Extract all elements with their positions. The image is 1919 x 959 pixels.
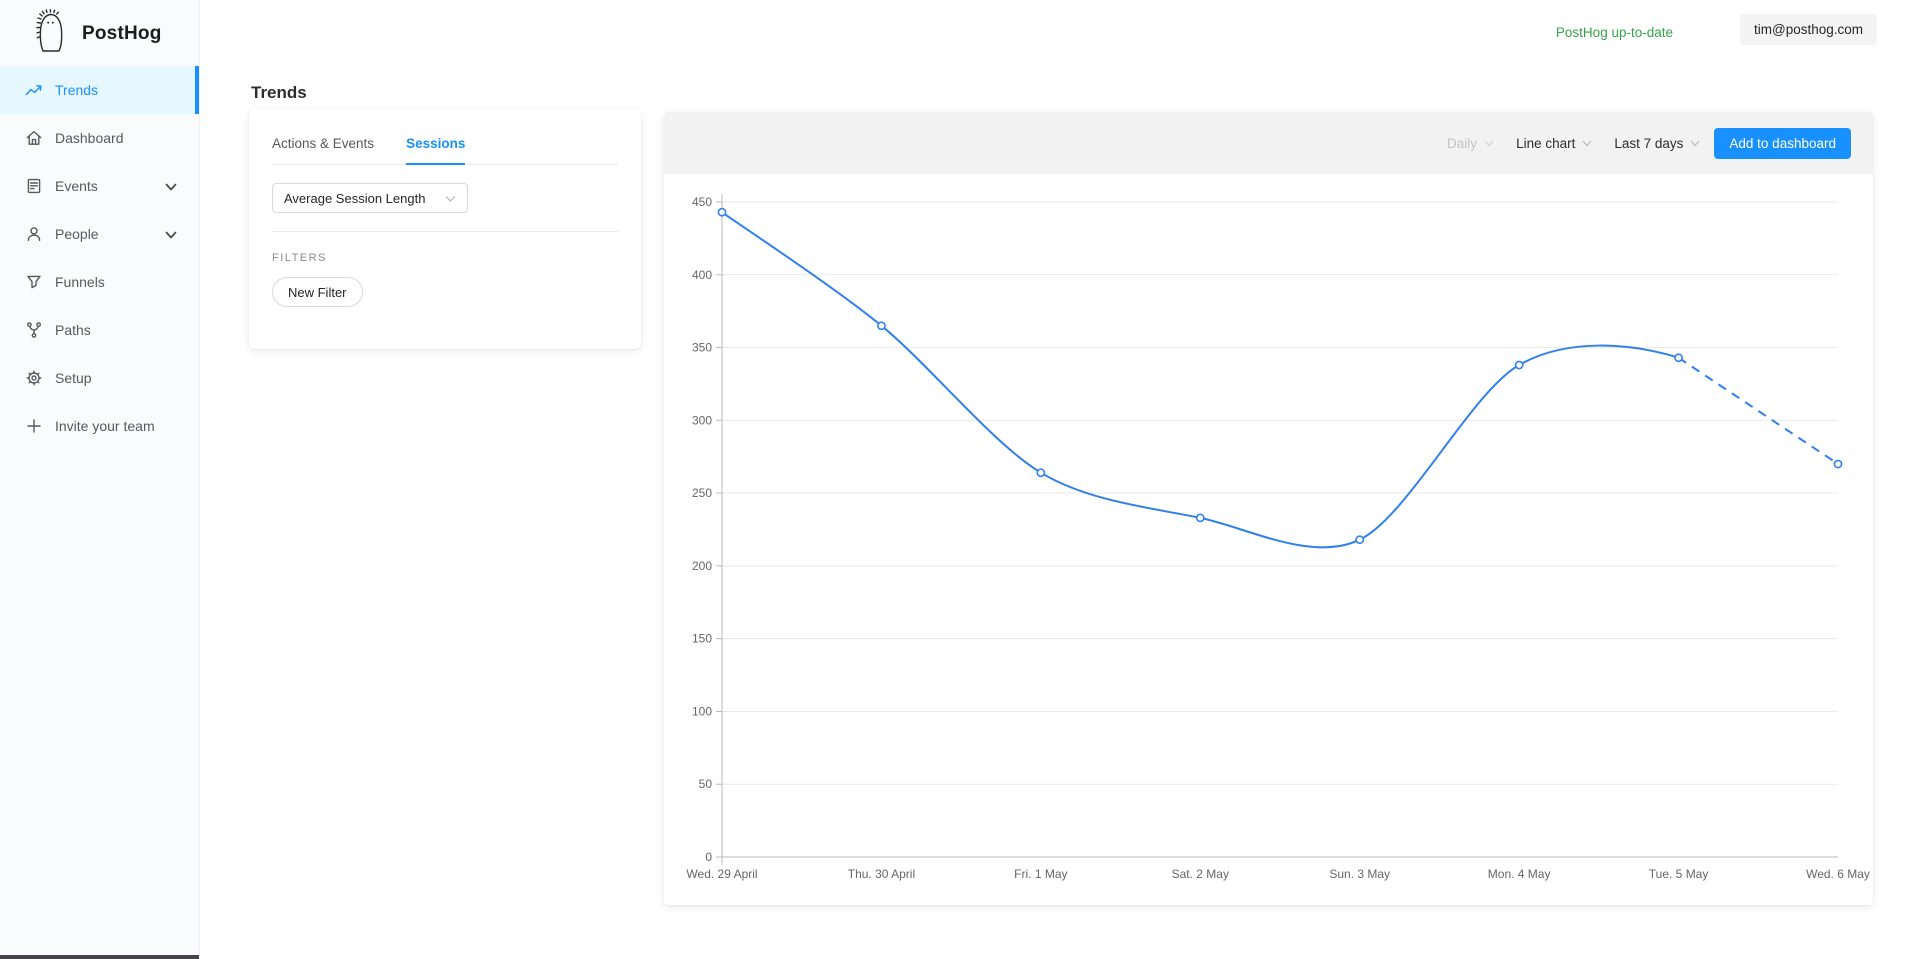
filters-label: FILTERS bbox=[272, 252, 327, 264]
sidebar-item-trends[interactable]: Trends bbox=[0, 66, 199, 114]
sidebar-item-label: Funnels bbox=[55, 274, 105, 290]
svg-text:400: 400 bbox=[692, 268, 712, 282]
caret-down-icon bbox=[1690, 140, 1700, 146]
caret-down-icon bbox=[1484, 140, 1494, 146]
sidebar-item-dashboard[interactable]: Dashboard bbox=[0, 114, 199, 162]
session-metric-select[interactable]: Average Session Length bbox=[272, 183, 468, 213]
panel-divider bbox=[272, 231, 618, 232]
sidebar-item-label: Paths bbox=[55, 322, 91, 338]
sidebar-nav: Trends Dashboard Events People Funnels Path… bbox=[0, 66, 199, 450]
date-range-label: Last 7 days bbox=[1614, 135, 1684, 151]
tab-actions-events[interactable]: Actions & Events bbox=[272, 136, 375, 151]
svg-text:300: 300 bbox=[692, 413, 712, 427]
events-icon bbox=[25, 177, 43, 195]
sidebar-item-label: Trends bbox=[55, 82, 99, 98]
chart-type-dropdown[interactable]: Line chart bbox=[1516, 136, 1592, 151]
gear-icon bbox=[25, 369, 43, 387]
user-menu-button[interactable]: tim@posthog.com bbox=[1740, 14, 1877, 45]
sidebar-item-label: People bbox=[55, 226, 99, 242]
chevron-down-icon bbox=[165, 227, 177, 243]
svg-text:450: 450 bbox=[692, 195, 712, 209]
svg-text:Mon. 4 May: Mon. 4 May bbox=[1488, 867, 1551, 881]
caret-down-icon bbox=[445, 191, 456, 206]
svg-text:Tue. 5 May: Tue. 5 May bbox=[1649, 867, 1709, 881]
svg-text:150: 150 bbox=[692, 632, 712, 646]
interval-dropdown[interactable]: Daily bbox=[1447, 136, 1494, 151]
sidebar-item-label: Invite your team bbox=[55, 418, 155, 434]
sidebar-item-setup[interactable]: Setup bbox=[0, 354, 199, 402]
paths-icon bbox=[25, 321, 43, 339]
sidebar-item-people[interactable]: People bbox=[0, 210, 199, 258]
caret-down-icon bbox=[1582, 140, 1592, 146]
insight-config-card: Actions & Events Sessions Average Sessio… bbox=[249, 109, 641, 349]
page-title: Trends bbox=[251, 83, 307, 102]
chart-type-label: Line chart bbox=[1516, 135, 1576, 151]
user-icon bbox=[25, 225, 43, 243]
brand-header[interactable]: PostHog bbox=[0, 0, 199, 66]
posthog-logo-icon bbox=[34, 8, 68, 60]
sidebar-scrollbar-thumb[interactable] bbox=[0, 955, 199, 959]
brand-name: PostHog bbox=[82, 23, 162, 44]
sidebar-item-funnels[interactable]: Funnels bbox=[0, 258, 199, 306]
sidebar-item-events[interactable]: Events bbox=[0, 162, 199, 210]
new-filter-button[interactable]: New Filter bbox=[272, 277, 363, 307]
interval-label: Daily bbox=[1447, 135, 1478, 151]
svg-text:Fri. 1 May: Fri. 1 May bbox=[1014, 867, 1067, 881]
svg-text:Wed. 6 May: Wed. 6 May bbox=[1806, 867, 1870, 881]
svg-text:100: 100 bbox=[692, 704, 712, 718]
sidebar-item-paths[interactable]: Paths bbox=[0, 306, 199, 354]
plus-icon bbox=[25, 417, 43, 435]
home-icon bbox=[25, 129, 43, 147]
svg-text:200: 200 bbox=[692, 559, 712, 573]
svg-text:50: 50 bbox=[699, 777, 713, 791]
svg-text:Wed. 29 April: Wed. 29 April bbox=[686, 867, 757, 881]
panel-tabs: Actions & Events Sessions bbox=[272, 136, 618, 165]
svg-text:0: 0 bbox=[705, 850, 712, 864]
funnel-icon bbox=[25, 273, 43, 291]
svg-text:350: 350 bbox=[692, 341, 712, 355]
version-status: PostHog up-to-date bbox=[1555, 25, 1673, 40]
line-chart: 0 50 100 150 200 250 300 350 400 450 Wed. 29 April… bbox=[686, 194, 1870, 881]
svg-text:Sat. 2 May: Sat. 2 May bbox=[1172, 867, 1229, 881]
sidebar-item-label: Events bbox=[55, 178, 98, 194]
tab-sessions[interactable]: Sessions bbox=[406, 136, 466, 165]
trend-icon bbox=[25, 81, 43, 99]
svg-text:250: 250 bbox=[692, 486, 712, 500]
sidebar-item-invite-your-team[interactable]: Invite your team bbox=[0, 402, 199, 450]
sidebar-item-label: Setup bbox=[55, 370, 92, 386]
sidebar: PostHog Trends Dashboard Events People Fun… bbox=[0, 0, 200, 959]
add-to-dashboard-button[interactable]: Add to dashboard bbox=[1714, 127, 1851, 159]
chart-toolbar: Daily Line chart Last 7 days Add to dash… bbox=[664, 112, 1873, 174]
svg-text:Sun. 3 May: Sun. 3 May bbox=[1329, 867, 1390, 881]
sidebar-item-label: Dashboard bbox=[55, 130, 124, 146]
chevron-down-icon bbox=[165, 179, 177, 195]
trends-chart-card: Daily Line chart Last 7 days Add to dash… bbox=[664, 112, 1873, 905]
date-range-dropdown[interactable]: Last 7 days bbox=[1614, 136, 1700, 151]
session-metric-value: Average Session Length bbox=[284, 190, 426, 206]
svg-text:Thu. 30 April: Thu. 30 April bbox=[848, 867, 915, 881]
